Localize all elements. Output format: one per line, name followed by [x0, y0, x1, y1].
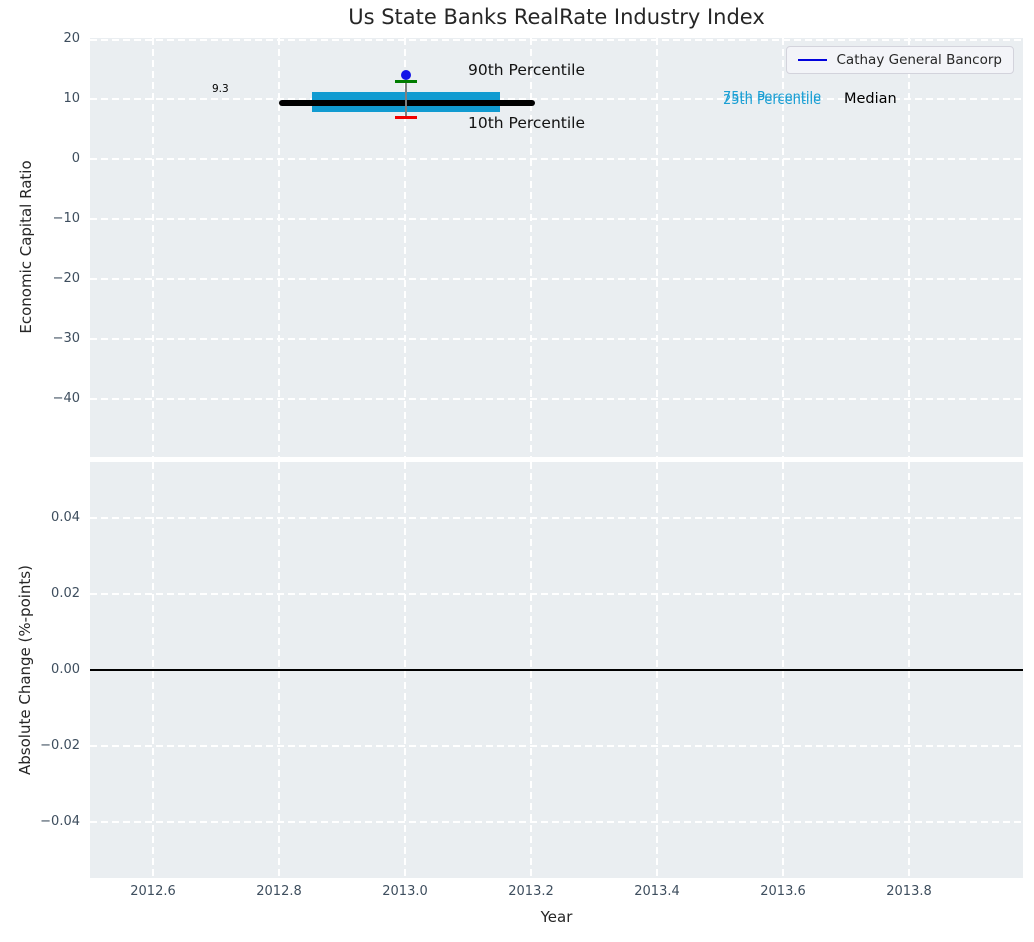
gridline-h [90, 278, 1023, 280]
x-tick-label: 2013.4 [634, 884, 680, 899]
y-tick-label: −30 [52, 331, 80, 346]
median-annotation: Median [844, 91, 897, 107]
gridline-h [90, 338, 1023, 340]
industry-median-line [279, 100, 535, 106]
y-tick-label: −0.04 [40, 814, 80, 829]
p90-whisker-cap [395, 80, 417, 83]
gridline-h [90, 821, 1023, 823]
gridline-v [908, 38, 910, 457]
gridline-h [90, 158, 1023, 160]
p25-annotation: 25th Percentile [723, 93, 822, 108]
x-tick-label: 2013.0 [382, 884, 428, 899]
y-tick-label: −20 [52, 271, 80, 286]
y-tick-label: 10 [63, 91, 80, 106]
x-tick-label: 2013.2 [508, 884, 554, 899]
x-axis-label: Year [540, 908, 573, 926]
legend-label: Cathay General Bancorp [836, 52, 1003, 68]
x-tick-label: 2012.8 [256, 884, 302, 899]
series-line-sample [797, 59, 827, 61]
y-tick-label: 0.00 [51, 662, 80, 677]
gridline-v [152, 38, 154, 457]
median-value-annotation: 9.3 [212, 83, 229, 95]
x-tick-label: 2012.6 [130, 884, 176, 899]
gridline-h [90, 398, 1023, 400]
gridline-v [656, 38, 658, 457]
y-tick-label: −0.02 [40, 738, 80, 753]
gridline-h [90, 745, 1023, 747]
gridline-h [90, 593, 1023, 595]
top-y-axis-label: Economic Capital Ratio [17, 160, 35, 334]
y-tick-label: 0.04 [51, 510, 80, 525]
chart-title: Us State Banks RealRate Industry Index [348, 5, 765, 29]
top-axes: 90th Percentile 10th Percentile 9.3 75th… [90, 38, 1023, 457]
p10-whisker-cap [395, 116, 417, 119]
legend: Cathay General Bancorp [785, 46, 1014, 74]
gridline-h [90, 517, 1023, 519]
y-tick-label: 20 [63, 31, 80, 46]
p10-annotation: 10th Percentile [468, 114, 586, 132]
y-tick-label: 0 [71, 151, 80, 166]
x-tick-label: 2013.8 [886, 884, 932, 899]
bottom-axes [90, 462, 1023, 878]
gridline-h [90, 218, 1023, 220]
bottom-y-axis-label: Absolute Change (%-points) [16, 565, 34, 775]
gridline-h [90, 39, 1023, 41]
gridline-v [404, 38, 406, 457]
x-tick-label: 2013.6 [760, 884, 806, 899]
gridline-h [90, 98, 1023, 100]
zero-baseline [90, 669, 1023, 671]
whisker-stem [405, 82, 407, 117]
gridline-v [278, 38, 280, 457]
gridline-v [782, 38, 784, 457]
p90-annotation: 90th Percentile [468, 61, 586, 79]
y-tick-label: −40 [52, 391, 80, 406]
p75-annotation: 75th Percentile [723, 90, 822, 105]
gridline-v [530, 38, 532, 457]
y-tick-label: −10 [52, 211, 80, 226]
company-marker [401, 70, 411, 80]
y-tick-label: 0.02 [51, 586, 80, 601]
